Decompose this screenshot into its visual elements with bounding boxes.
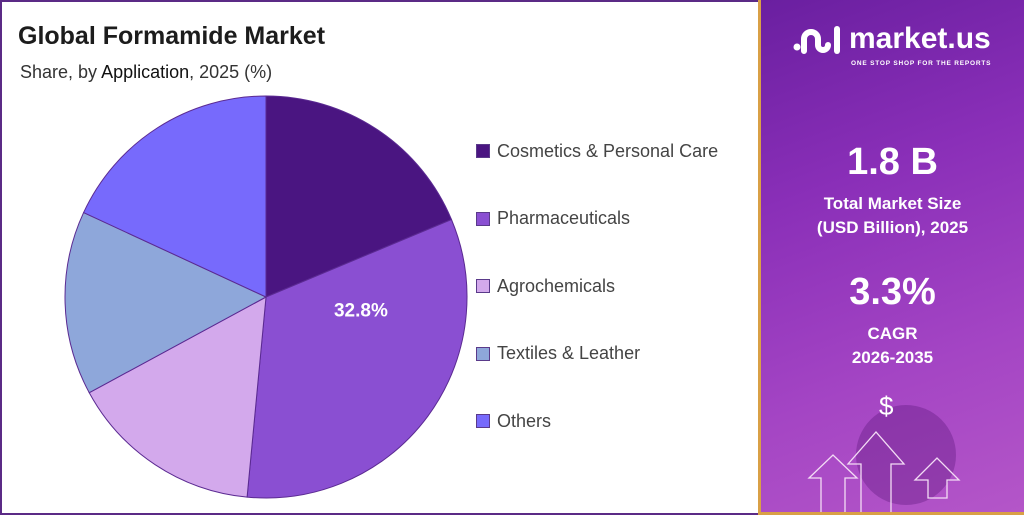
logo-icon	[793, 26, 840, 54]
subtitle-suffix: , 2025 (%)	[189, 62, 273, 82]
market-size-label-1: Total Market Size	[823, 194, 962, 213]
legend-item: Others	[476, 410, 718, 432]
market-size-value: 1.8 B	[847, 141, 938, 183]
logo-text: market.us	[849, 22, 991, 55]
pie-slice-pharmaceuticals	[246, 218, 468, 499]
legend-swatch	[476, 279, 490, 293]
legend-swatch	[476, 144, 490, 158]
logo-tagline: ONE STOP SHOP FOR THE REPORTS	[851, 60, 992, 67]
subtitle-prefix: Share, by	[20, 62, 102, 82]
background-circle	[856, 405, 956, 505]
data-label: 32.8%	[334, 301, 388, 322]
cagr-period: 2026-2035	[851, 348, 934, 367]
chart-title: Global Formamide Market	[18, 22, 326, 50]
chart-subtitle: Share, by Application, 2025 (%)	[20, 62, 272, 83]
logo: market.us	[793, 22, 991, 56]
growth-arrows-icon	[807, 431, 961, 512]
cagr-value: 3.3%	[849, 271, 936, 313]
legend: Cosmetics & Personal Care Pharmaceuticals…	[476, 140, 718, 478]
dollar-icon: $	[879, 391, 894, 421]
cagr-label: CAGR	[867, 324, 918, 343]
legend-label: Cosmetics & Personal Care	[497, 140, 719, 161]
legend-label: Textiles & Leather	[497, 343, 641, 363]
legend-item: Textiles & Leather	[476, 343, 718, 365]
subtitle-bold: Application	[101, 62, 190, 82]
legend-item: Pharmaceuticals	[476, 208, 718, 230]
pie-slice-others	[82, 95, 267, 298]
legend-swatch	[476, 346, 490, 361]
legend-label: Others	[497, 410, 552, 431]
pie-slice-cosmetics-personal-care	[265, 95, 453, 298]
legend-item: Agrochemicals	[476, 275, 718, 297]
pie-slice-agrochemicals	[88, 296, 267, 498]
legend-swatch	[476, 414, 490, 428]
legend-label: Pharmaceuticals	[497, 208, 631, 228]
legend-swatch	[476, 211, 490, 226]
pie-slice-textiles-leather	[64, 211, 268, 394]
legend-label: Agrochemicals	[497, 275, 616, 296]
market-size-label-2: (USD Billion), 2025	[816, 218, 969, 237]
pie-chart: 32.8%	[64, 95, 468, 499]
info-panel: market.us ONE STOP SHOP FOR THE REPORTS …	[758, 0, 1024, 515]
legend-item: Cosmetics & Personal Care	[476, 140, 718, 162]
